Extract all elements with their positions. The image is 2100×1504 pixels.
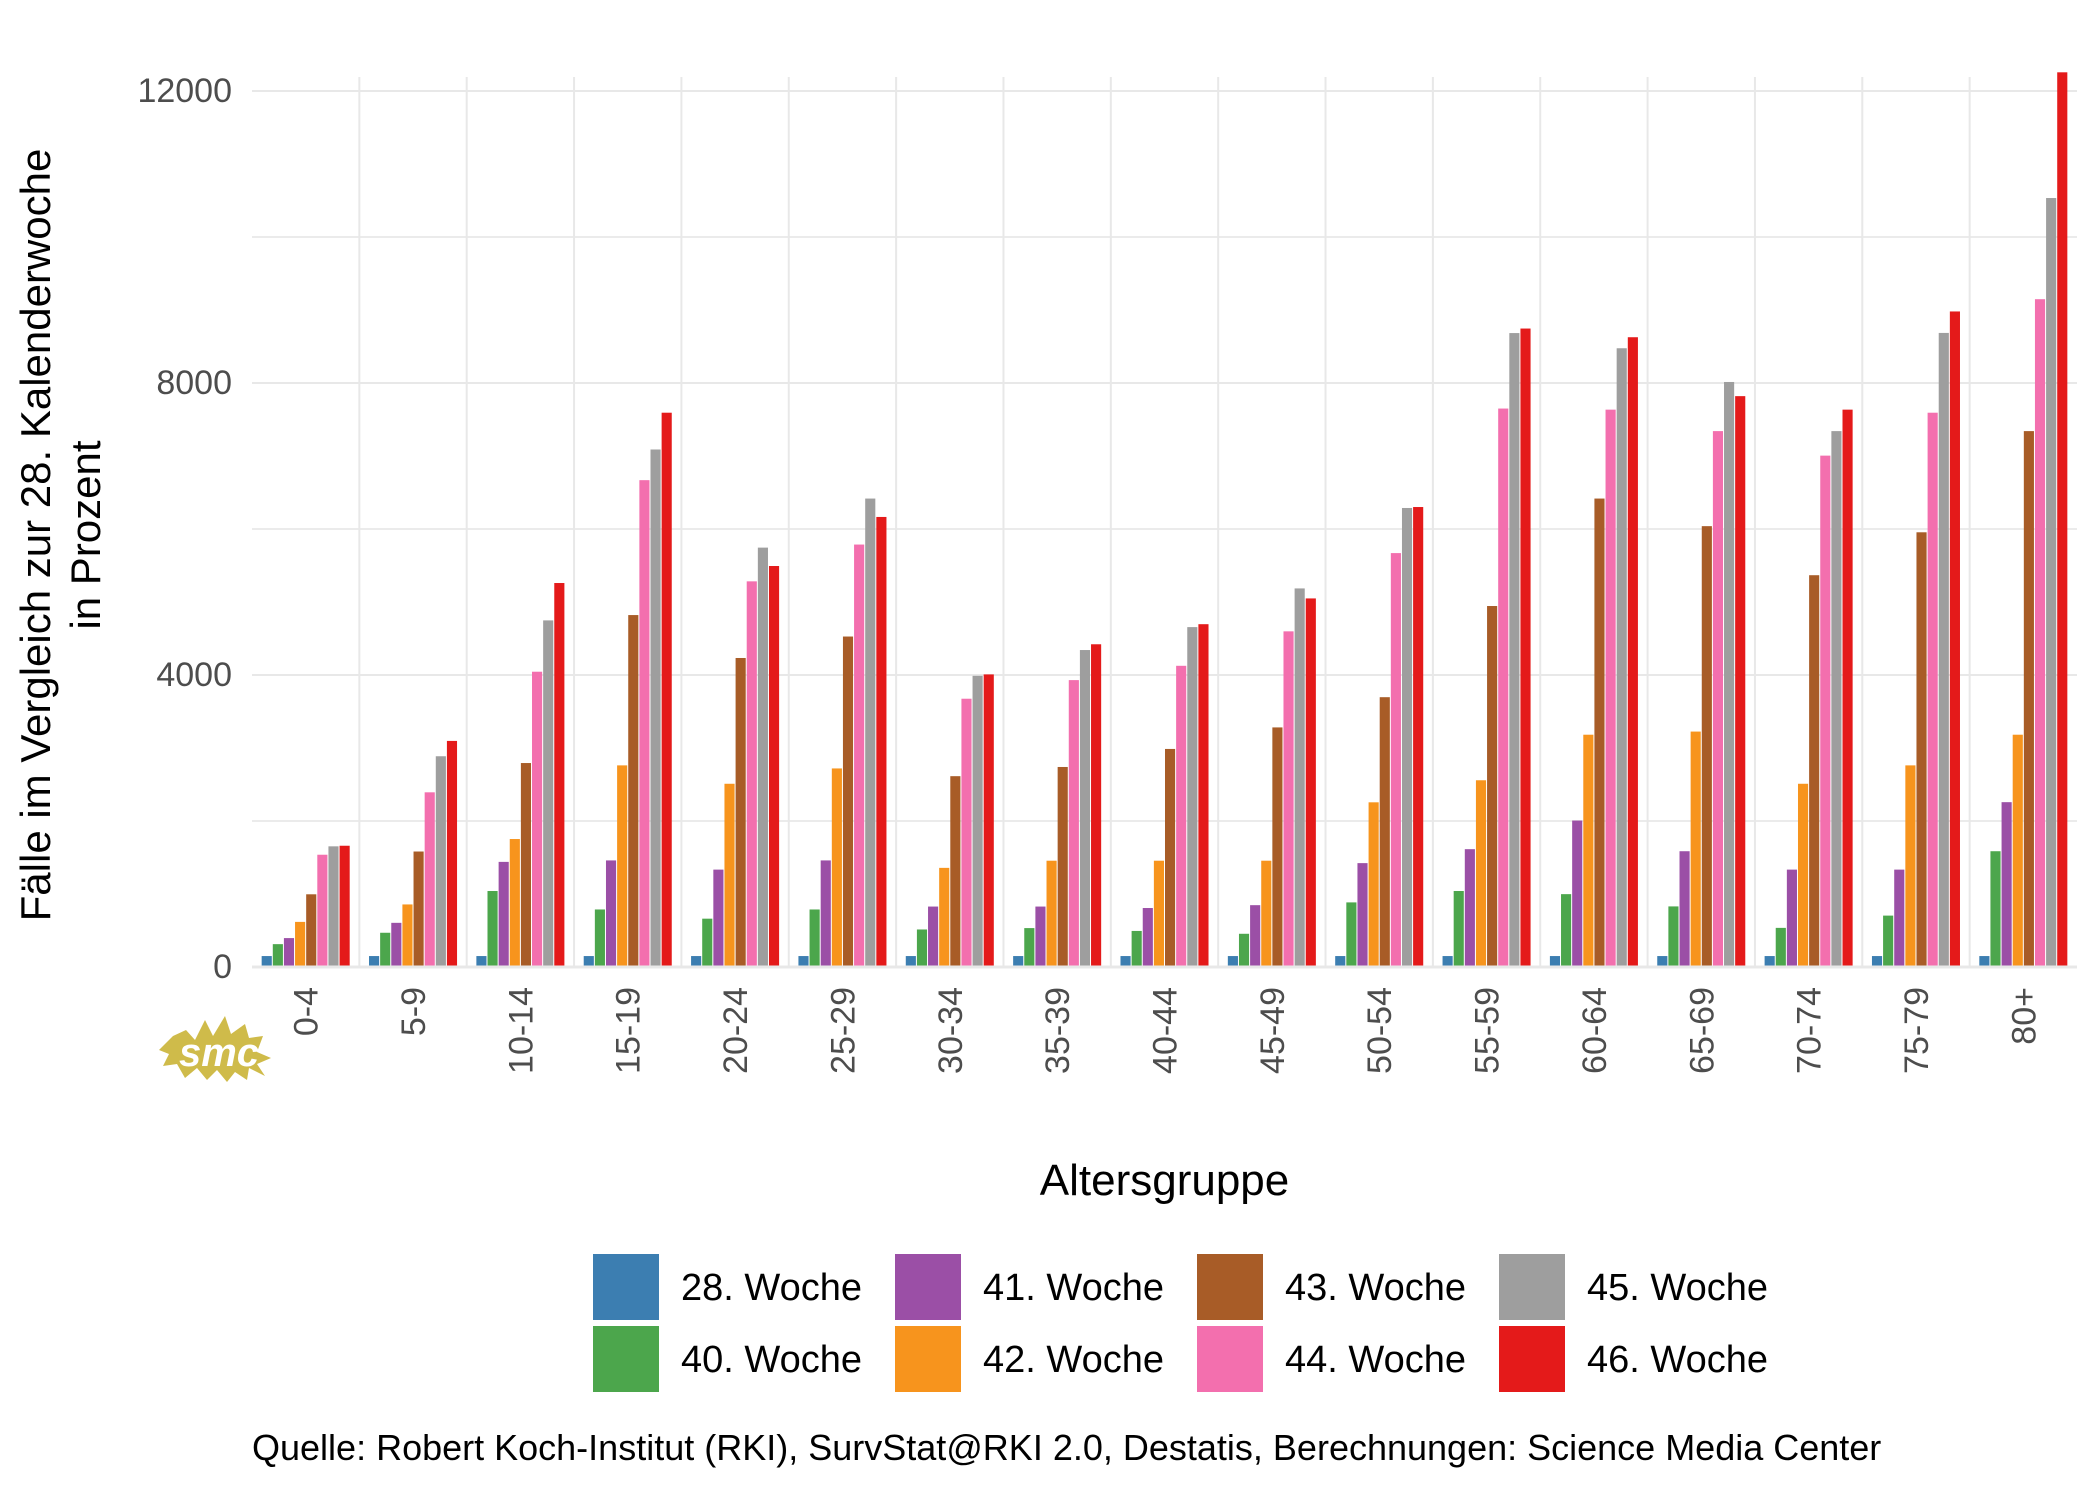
svg-text:42. Woche: 42. Woche — [983, 1339, 1164, 1381]
svg-text:43. Woche: 43. Woche — [1285, 1267, 1466, 1309]
svg-text:75-79: 75-79 — [1898, 987, 1936, 1074]
svg-text:5-9: 5-9 — [395, 987, 433, 1036]
svg-text:4000: 4000 — [156, 656, 232, 694]
svg-text:0-4: 0-4 — [288, 987, 326, 1036]
svg-text:46. Woche: 46. Woche — [1587, 1339, 1768, 1381]
svg-text:20-24: 20-24 — [717, 987, 755, 1074]
svg-text:in Prozent: in Prozent — [62, 440, 109, 629]
svg-text:0: 0 — [213, 948, 232, 986]
svg-text:Quelle: Robert Koch-Institut (: Quelle: Robert Koch-Institut (RKI), Surv… — [252, 1427, 1881, 1468]
svg-text:15-19: 15-19 — [610, 987, 648, 1074]
svg-text:41. Woche: 41. Woche — [983, 1267, 1164, 1309]
svg-text:55-59: 55-59 — [1469, 987, 1507, 1074]
svg-text:8000: 8000 — [156, 364, 232, 402]
svg-text:50-54: 50-54 — [1361, 987, 1399, 1074]
svg-text:30-34: 30-34 — [932, 987, 970, 1074]
svg-text:25-29: 25-29 — [824, 987, 862, 1074]
svg-text:80+: 80+ — [2005, 987, 2043, 1045]
svg-text:40. Woche: 40. Woche — [681, 1339, 862, 1381]
svg-text:35-39: 35-39 — [1039, 987, 1077, 1074]
svg-text:Altersgruppe: Altersgruppe — [1040, 1156, 1289, 1205]
svg-text:45-49: 45-49 — [1254, 987, 1292, 1074]
svg-text:44. Woche: 44. Woche — [1285, 1339, 1466, 1381]
svg-text:28. Woche: 28. Woche — [681, 1267, 862, 1309]
svg-text:Fälle im Vergleich zur 28. Kal: Fälle im Vergleich zur 28. Kalenderwoche — [12, 149, 59, 922]
svg-text:10-14: 10-14 — [502, 987, 540, 1074]
svg-text:70-74: 70-74 — [1791, 987, 1829, 1074]
svg-text:40-44: 40-44 — [1147, 987, 1185, 1074]
svg-text:12000: 12000 — [137, 72, 232, 110]
svg-text:45. Woche: 45. Woche — [1587, 1267, 1768, 1309]
svg-text:65-69: 65-69 — [1683, 987, 1721, 1074]
svg-text:60-64: 60-64 — [1576, 987, 1614, 1074]
